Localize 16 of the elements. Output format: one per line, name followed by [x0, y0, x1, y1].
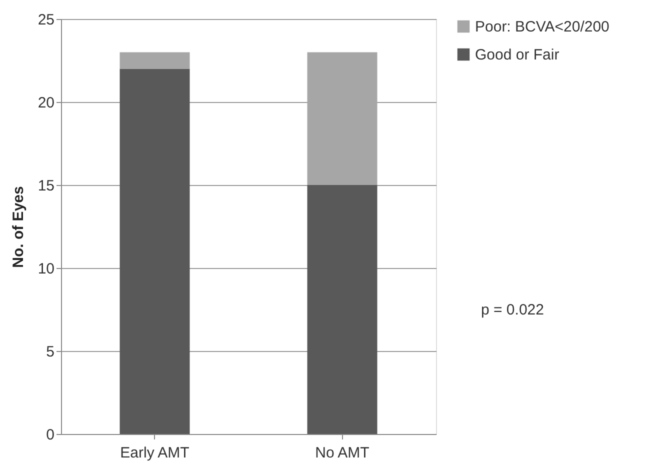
y-tick-label: 0 — [46, 426, 54, 444]
bar — [120, 52, 190, 69]
legend-label: Good or Fair — [475, 46, 560, 64]
y-tick-label: 10 — [38, 260, 54, 278]
y-tick-label: 25 — [38, 12, 54, 28]
x-tick-label: Early AMT — [120, 444, 190, 462]
legend-label: Poor: BCVA<20/200 — [475, 18, 610, 36]
y-axis-title: No. of Eyes — [10, 186, 27, 268]
text: p = 0.022 — [481, 302, 544, 318]
y-tick-label: 5 — [46, 344, 54, 360]
bar — [120, 68, 190, 434]
x-tick-label: No AMT — [315, 444, 370, 462]
y-tick-label: 15 — [38, 178, 54, 194]
bar — [307, 52, 378, 185]
bar — [307, 185, 378, 434]
y-tick-label: 20 — [38, 94, 54, 112]
